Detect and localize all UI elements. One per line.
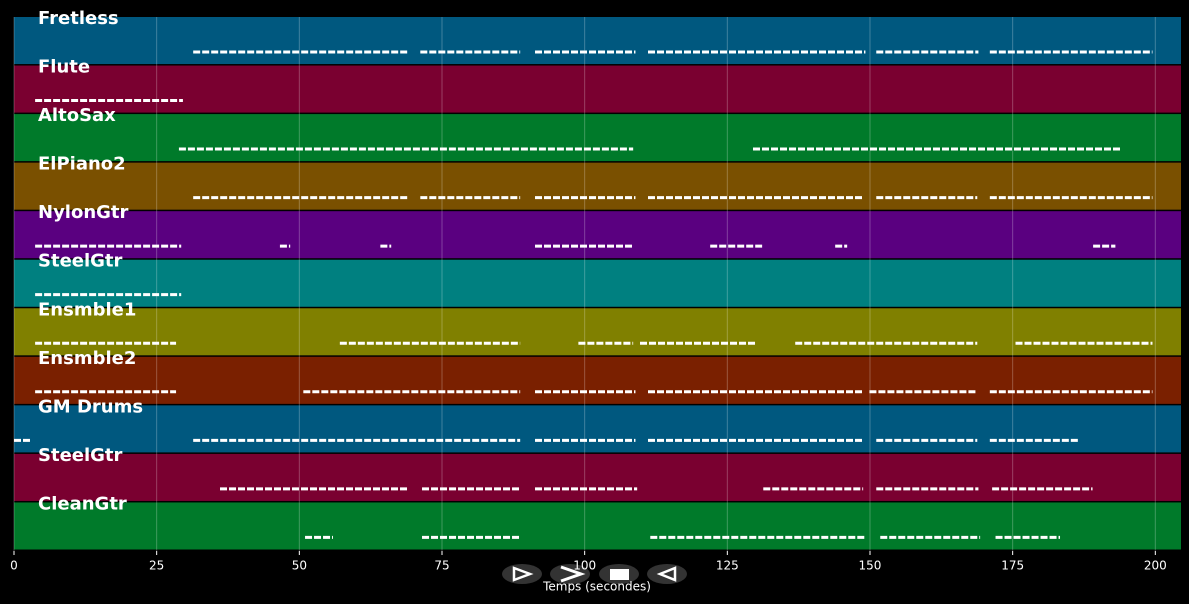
x-tick-label: 150 xyxy=(859,559,882,573)
x-tick-label: 0 xyxy=(10,559,18,573)
track-row xyxy=(14,259,1181,307)
track-name: CleanGtr xyxy=(38,493,127,514)
x-tick-label: 100 xyxy=(573,559,596,573)
back-icon xyxy=(656,566,677,582)
forward-button[interactable] xyxy=(550,564,590,584)
track-name: SteelGtr xyxy=(38,445,123,466)
grid xyxy=(13,17,1156,551)
track-row xyxy=(14,308,1181,356)
track-row xyxy=(14,211,1181,259)
track-names: Fretless Flute AltoSax ElPiano2 NylonGtr Stee… xyxy=(38,8,143,514)
x-tick-label: 125 xyxy=(716,559,739,573)
track-name: Fretless xyxy=(38,8,119,29)
x-tick-label: 50 xyxy=(292,559,307,573)
track-row xyxy=(14,17,1181,65)
track-row xyxy=(14,65,1181,113)
track-row xyxy=(14,453,1181,501)
forward-icon xyxy=(560,565,586,583)
notes xyxy=(14,50,1153,539)
tracks xyxy=(14,17,1181,550)
track-name: ElPiano2 xyxy=(38,154,126,175)
stop-icon xyxy=(610,569,629,580)
track-name: AltoSax xyxy=(38,105,116,126)
track-row xyxy=(14,114,1181,162)
track-row xyxy=(14,162,1181,210)
track-name: Ensmble2 xyxy=(38,348,136,369)
track-row xyxy=(14,502,1181,550)
track-name: Flute xyxy=(38,57,90,78)
track-name: SteelGtr xyxy=(38,251,123,272)
x-tick-label: 200 xyxy=(1144,559,1167,573)
controls xyxy=(502,564,687,584)
back-button[interactable] xyxy=(647,564,687,584)
track-row xyxy=(14,356,1181,404)
play-icon xyxy=(512,566,534,582)
x-tick-label: 75 xyxy=(434,559,449,573)
x-tick-label: 175 xyxy=(1001,559,1024,573)
track-name: Ensmble1 xyxy=(38,299,136,320)
x-tick-label: 25 xyxy=(149,559,164,573)
play-button[interactable] xyxy=(502,564,542,584)
track-name: NylonGtr xyxy=(38,202,129,223)
track-name: GM Drums xyxy=(38,396,143,417)
x-axis-label: Temps (secondes) xyxy=(542,580,651,594)
track-row xyxy=(14,405,1181,453)
